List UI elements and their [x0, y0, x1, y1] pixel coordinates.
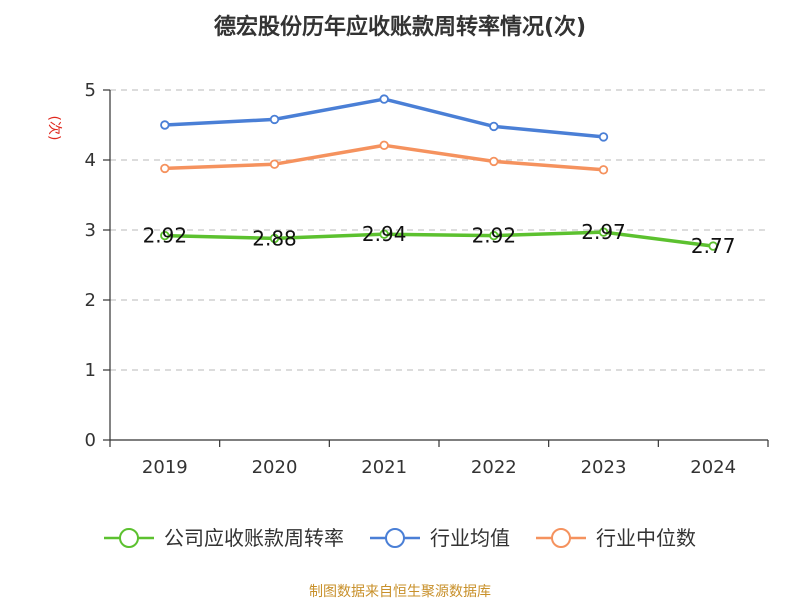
- legend-marker-2: [385, 528, 405, 548]
- gridlines: [110, 89, 768, 371]
- data-point: [160, 163, 170, 174]
- x-tick-label: 2024: [690, 457, 736, 478]
- data-point: [598, 165, 609, 175]
- x-tick-label: 2022: [471, 457, 517, 478]
- y-tick-label: 4: [85, 150, 96, 171]
- data-point: [269, 159, 280, 169]
- data-label: 2.88: [252, 226, 297, 250]
- axes: [103, 89, 769, 447]
- data-label: 2.97: [581, 220, 626, 244]
- data-labels: 2.92 2.88 2.94 2.92 2.97 2.77: [143, 220, 736, 258]
- data-point: [489, 156, 499, 167]
- data-point: [489, 121, 499, 132]
- y-tick-label: 2: [85, 290, 96, 311]
- legend-marker-1: [119, 528, 139, 548]
- legend-label: 行业均值: [430, 526, 510, 550]
- series-line-1: [164, 230, 714, 248]
- x-tick-label: 2021: [361, 457, 407, 478]
- legend-label: 公司应收账款周转率: [164, 526, 344, 550]
- source-note: 制图数据来自恒生聚源数据库: [309, 584, 491, 600]
- legend-label: 行业中位数: [596, 526, 696, 550]
- x-tick-label: 2019: [142, 457, 188, 478]
- data-point: [598, 132, 609, 142]
- data-point: [269, 114, 280, 125]
- data-label: 2.92: [472, 224, 517, 248]
- y-tick-labels: 0 1 2 3 4 5: [85, 80, 96, 451]
- legend: 公司应收账款周转率 行业均值 行业中位数: [104, 526, 696, 550]
- data-point: [598, 227, 609, 237]
- y-tick-label: 3: [85, 220, 96, 241]
- chart-title: 德宏股份历年应收账款周转率情况(次): [214, 14, 586, 40]
- data-label: 2.92: [143, 224, 188, 248]
- data-point: [489, 230, 499, 241]
- data-point: [379, 140, 389, 150]
- x-tick-labels: 2019 2020 2021 2022 2023 2024: [142, 457, 736, 478]
- y-tick-label: 1: [85, 360, 96, 381]
- data-point: [269, 233, 280, 244]
- data-point: [708, 241, 718, 251]
- x-tick-label: 2023: [581, 457, 627, 478]
- legend-marker-3: [551, 528, 571, 548]
- data-label: 2.77: [691, 234, 736, 258]
- data-point: [160, 230, 170, 241]
- y-axis-label: (次): [46, 116, 62, 141]
- data-label: 2.94: [362, 222, 407, 246]
- x-tick-label: 2020: [252, 457, 298, 478]
- data-point: [379, 229, 389, 239]
- series-group: [160, 94, 718, 251]
- y-tick-label: 0: [85, 430, 96, 451]
- y-tick-label: 5: [85, 80, 96, 101]
- data-point: [160, 120, 170, 130]
- series-line-2: [164, 97, 604, 139]
- data-point: [379, 94, 389, 104]
